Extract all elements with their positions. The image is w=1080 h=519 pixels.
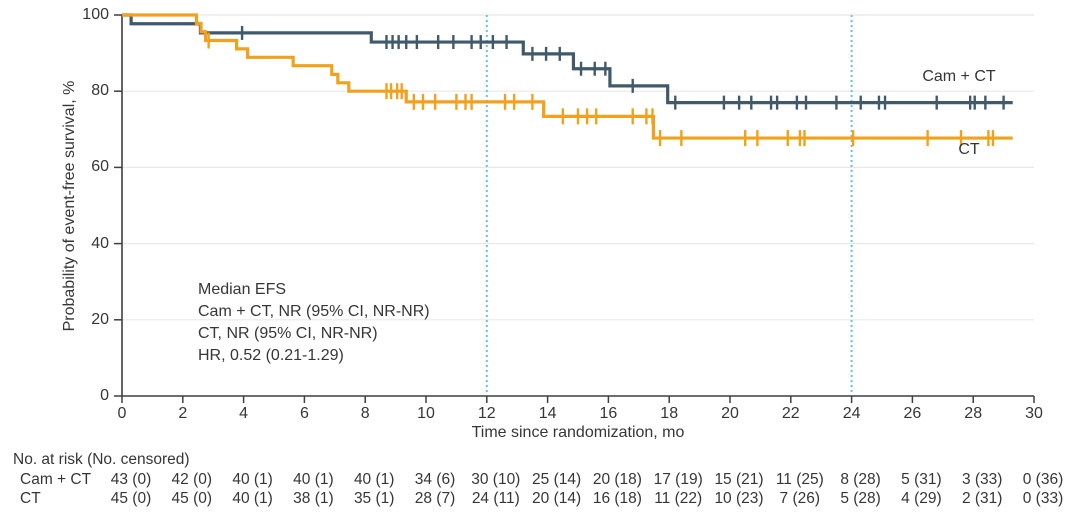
risk-cell-ct-22mo: 7 (26) xyxy=(779,490,821,507)
risk-cell-cam-ct-28mo: 3 (33) xyxy=(961,471,1003,488)
x-tick-label-24: 24 xyxy=(842,405,861,422)
risk-cell-ct-28mo: 2 (31) xyxy=(961,490,1003,507)
risk-cell-ct-10mo: 28 (7) xyxy=(414,490,456,507)
risk-cell-cam-ct-8mo: 40 (1) xyxy=(353,471,395,488)
x-tick-label-28: 28 xyxy=(964,405,983,422)
risk-cell-ct-26mo: 4 (29) xyxy=(901,490,942,507)
x-tick-label-26: 26 xyxy=(903,405,922,422)
y-tick-label-20: 20 xyxy=(91,310,109,328)
annotation-line-camct: Cam + CT, NR (95% CI, NR-NR) xyxy=(198,303,430,320)
x-tick-label-14: 14 xyxy=(538,405,557,422)
annotation-line-hr: HR, 0.52 (0.21-1.29) xyxy=(198,347,344,364)
y-tick-label-60: 60 xyxy=(91,158,109,176)
x-tick-label-0: 0 xyxy=(117,405,127,422)
x-tick-label-8: 8 xyxy=(360,405,370,422)
x-tick-label-4: 4 xyxy=(239,405,249,422)
risk-cell-cam-ct-12mo: 30 (10) xyxy=(471,471,521,488)
risk-cell-cam-ct-14mo: 25 (14) xyxy=(532,471,582,488)
risk-cell-cam-ct-30mo: 0 (36) xyxy=(1022,471,1064,488)
risk-cell-cam-ct-16mo: 20 (18) xyxy=(592,471,642,488)
curve-label-ct: CT xyxy=(958,141,980,158)
risk-cell-cam-ct-10mo: 34 (6) xyxy=(414,471,456,488)
x-tick-label-22: 22 xyxy=(781,405,800,422)
risk-cell-ct-0mo: 45 (0) xyxy=(110,490,152,507)
x-tick-label-18: 18 xyxy=(660,405,679,422)
y-tick-label-40: 40 xyxy=(91,234,109,252)
risk-cell-ct-20mo: 10 (23) xyxy=(714,490,764,507)
risk-cell-ct-12mo: 24 (11) xyxy=(471,490,520,507)
y-tick-label-100: 100 xyxy=(82,6,109,23)
risk-cell-ct-18mo: 11 (22) xyxy=(654,490,703,507)
x-tick-label-2: 2 xyxy=(178,405,188,422)
y-tick-label-0: 0 xyxy=(100,387,109,404)
risk-cell-cam-ct-18mo: 17 (19) xyxy=(653,471,703,488)
risk-cell-cam-ct-2mo: 42 (0) xyxy=(171,471,213,488)
risk-cell-cam-ct-0mo: 43 (0) xyxy=(110,471,152,488)
risk-cell-ct-30mo: 0 (33) xyxy=(1022,490,1064,507)
risk-cell-ct-2mo: 45 (0) xyxy=(171,490,213,507)
risk-cell-cam-ct-4mo: 40 (1) xyxy=(232,471,273,488)
x-tick-label-20: 20 xyxy=(721,405,739,422)
y-tick-label-80: 80 xyxy=(91,82,109,100)
risk-cell-ct-4mo: 40 (1) xyxy=(232,490,273,507)
risk-cell-cam-ct-24mo: 8 (28) xyxy=(840,471,881,488)
annotation-line-ct: CT, NR (95% CI, NR-NR) xyxy=(198,325,378,342)
curve-label-cam-ct: Cam + CT xyxy=(922,68,996,85)
risk-cell-ct-24mo: 5 (28) xyxy=(840,490,881,507)
risk-cell-cam-ct-22mo: 11 (25) xyxy=(775,471,824,488)
risk-row-label-cam-ct: Cam + CT xyxy=(20,471,92,488)
risk-cell-ct-14mo: 20 (14) xyxy=(532,490,582,507)
risk-cell-cam-ct-20mo: 15 (21) xyxy=(714,471,764,488)
risk-table-header: No. at risk (No. censored) xyxy=(13,451,190,468)
x-tick-label-16: 16 xyxy=(599,405,618,422)
median-efs-annotation: Median EFS Cam + CT, NR (95% CI, NR-NR) … xyxy=(198,279,430,367)
x-axis-title: Time since randomization, mo xyxy=(471,424,685,441)
x-tick-label-6: 6 xyxy=(299,405,309,422)
risk-cell-ct-6mo: 38 (1) xyxy=(293,490,334,507)
km-curve-ct xyxy=(122,13,1013,140)
risk-cell-ct-8mo: 35 (1) xyxy=(353,490,395,507)
x-tick-label-10: 10 xyxy=(417,405,435,422)
risk-row-label-ct: CT xyxy=(20,490,41,507)
annotation-line-median: Median EFS xyxy=(198,281,287,298)
risk-cell-ct-16mo: 16 (18) xyxy=(592,490,642,507)
km-curve-cam-ct xyxy=(122,13,1013,105)
x-tick-label-12: 12 xyxy=(477,405,496,422)
y-axis-title: Probability of event-free survival, % xyxy=(61,80,78,332)
risk-cell-cam-ct-26mo: 5 (31) xyxy=(901,471,942,488)
x-tick-label-30: 30 xyxy=(1025,405,1043,422)
risk-cell-cam-ct-6mo: 40 (1) xyxy=(293,471,334,488)
